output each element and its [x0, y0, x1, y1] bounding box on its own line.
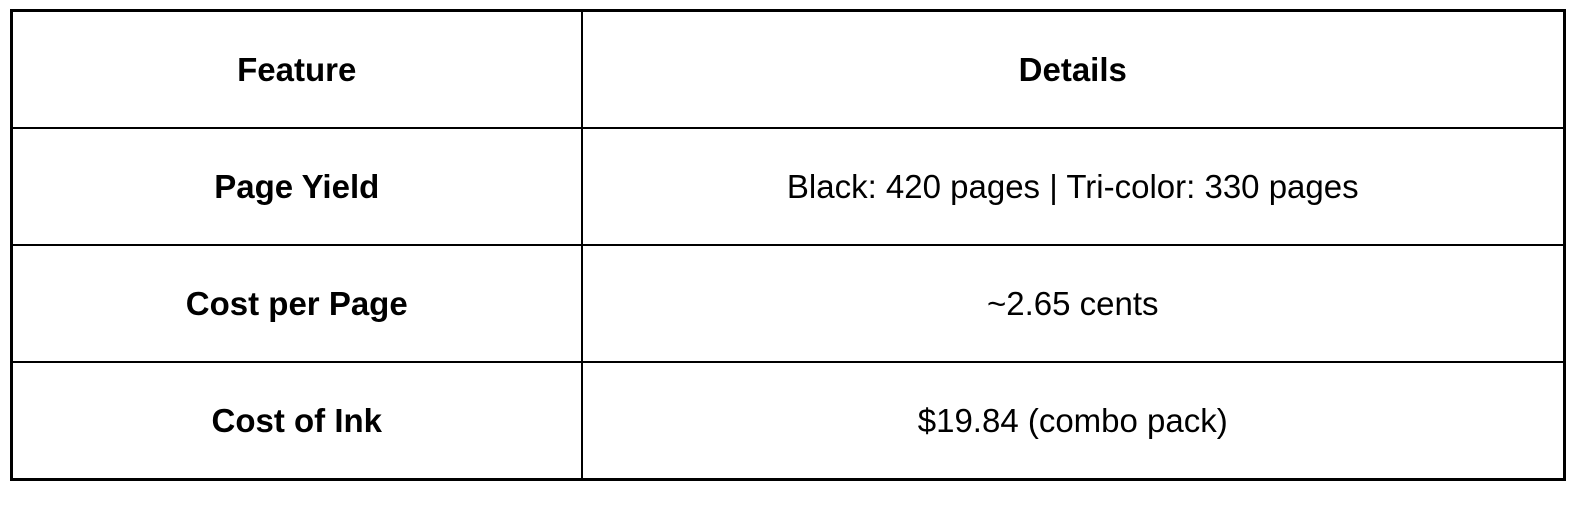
details-cell: $19.84 (combo pack)	[580, 361, 1566, 481]
feature-cell: Page Yield	[10, 127, 583, 246]
table-row: Cost of Ink $19.84 (combo pack)	[10, 361, 1566, 481]
feature-cell: Cost of Ink	[10, 361, 583, 481]
header-row: Feature Details	[10, 9, 1566, 129]
table-row: Cost per Page ~2.65 cents	[10, 244, 1566, 363]
details-cell: ~2.65 cents	[580, 244, 1566, 363]
header-details: Details	[580, 9, 1566, 129]
ink-cost-table: Feature Details Page Yield Black: 420 pa…	[10, 9, 1566, 481]
feature-cell: Cost per Page	[10, 244, 583, 363]
header-feature: Feature	[10, 9, 583, 129]
details-cell: Black: 420 pages | Tri-color: 330 pages	[580, 127, 1566, 246]
table-row: Page Yield Black: 420 pages | Tri-color:…	[10, 127, 1566, 246]
